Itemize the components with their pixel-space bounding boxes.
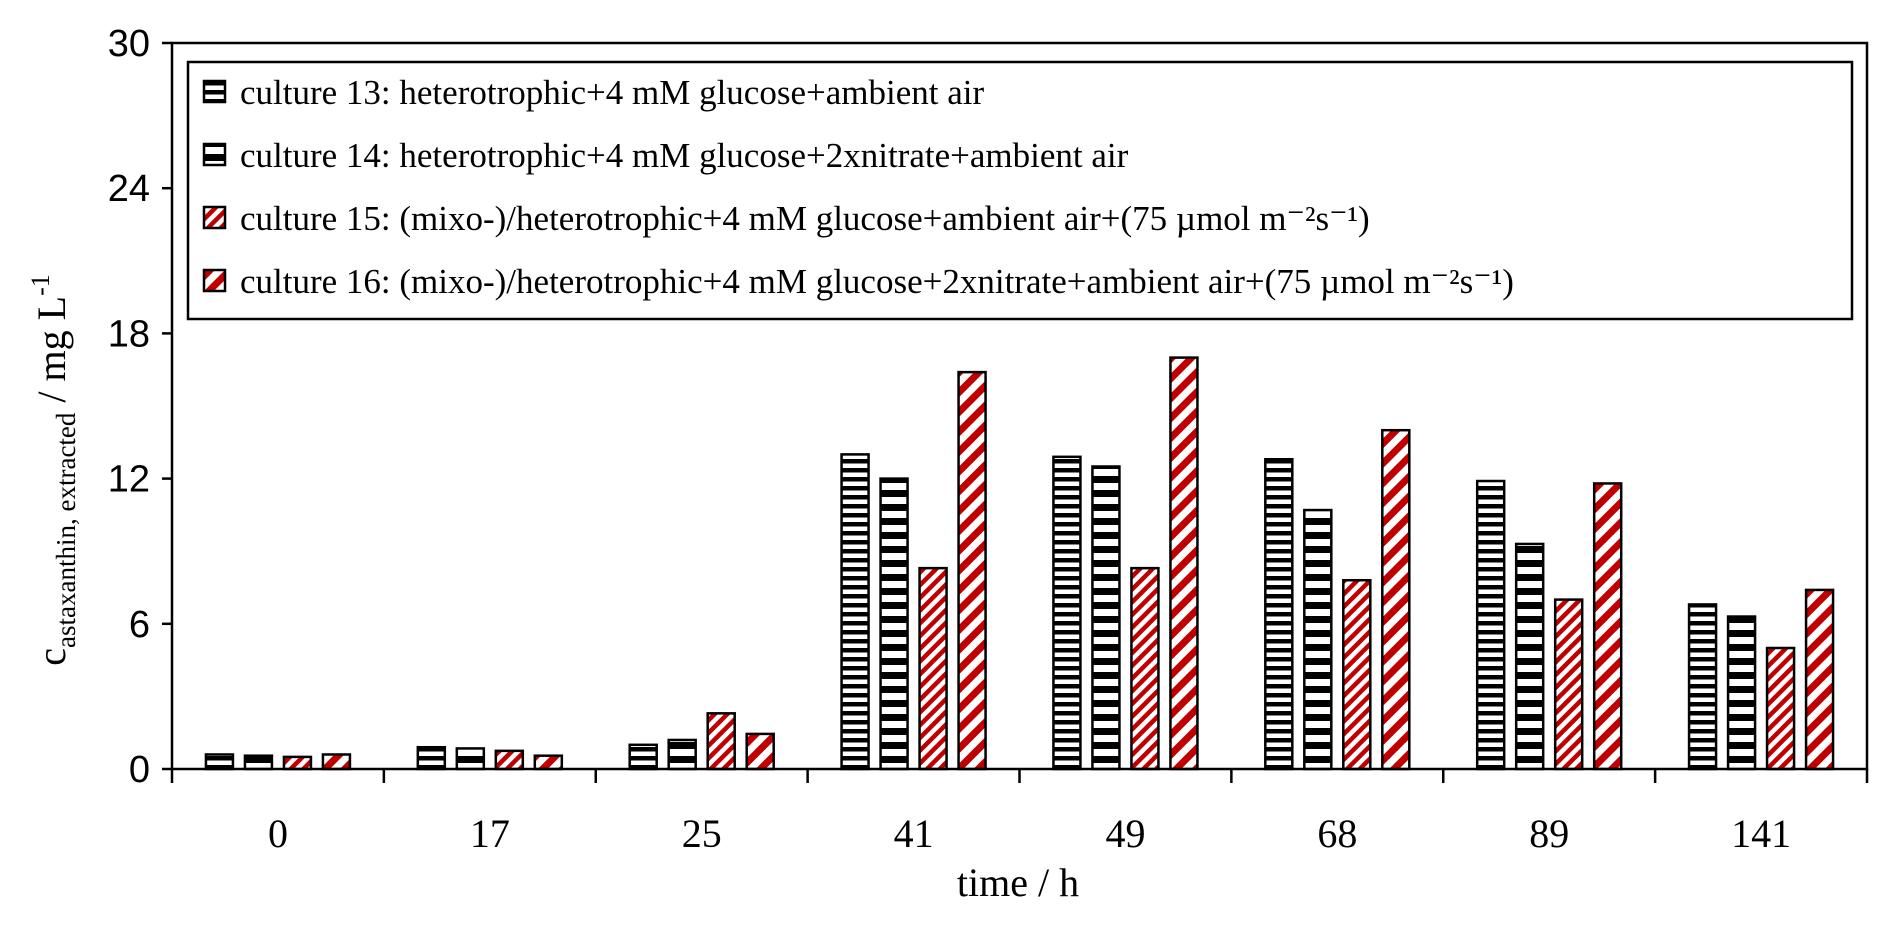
legend-box: [186, 60, 1854, 321]
bar-thin-diagonal-stripes-68h: [1342, 578, 1372, 771]
bar-thin-horizontal-stripes-141h: [1687, 603, 1718, 771]
legend: culture 13: heterotrophic+4 mM glucose+a…: [186, 60, 1854, 321]
bar-wide-diagonal-stripes-68h: [1381, 428, 1411, 771]
plot-frame: [170, 41, 1869, 771]
bar-thin-horizontal-stripes-49h: [1052, 455, 1082, 771]
bar-wide-horizontal-stripes-49h: [1091, 465, 1121, 771]
y-axis-title-main: c: [29, 648, 74, 666]
y-tick-label: 24: [108, 168, 150, 210]
y-axis-title: castaxanthin, extracted / mg L-1: [26, 274, 81, 666]
legend-swatch-thin-horizontal-stripes: [202, 79, 227, 104]
legend-item: culture 16: (mixo-)/heterotrophic+4 mM g…: [202, 262, 1514, 301]
bar-thin-horizontal-stripes-0h: [204, 753, 235, 771]
legend-item: culture 15: (mixo-)/heterotrophic+4 mM g…: [202, 199, 1370, 238]
y-axis-title-unit-superscript: -1: [26, 274, 55, 296]
bar-wide-diagonal-stripes-25h: [745, 732, 775, 771]
bar-thin-horizontal-stripes-17h: [416, 745, 447, 771]
y-axis: 0 6 12 18 24 30: [108, 23, 172, 791]
bar-thin-horizontal-stripes-25h: [628, 743, 658, 771]
legend-label: culture 16: (mixo-)/heterotrophic+4 mM g…: [240, 262, 1514, 301]
bar-thin-horizontal-stripes-89h: [1475, 479, 1506, 771]
x-tick-label: 68: [1317, 811, 1357, 856]
bar-thin-horizontal-stripes-68h: [1264, 457, 1294, 771]
bar-wide-horizontal-stripes-0h: [243, 754, 274, 771]
bar-thin-diagonal-stripes-89h: [1553, 598, 1584, 771]
x-tick-label: 17: [470, 811, 510, 856]
bar-wide-horizontal-stripes-17h: [455, 747, 486, 771]
y-tick-label: 30: [108, 23, 150, 65]
bar-wide-diagonal-stripes-17h: [533, 754, 564, 771]
bar-thin-diagonal-stripes-25h: [706, 712, 736, 771]
y-tick-label: 6: [129, 604, 150, 646]
bar-thin-diagonal-stripes-0h: [282, 755, 313, 771]
bar-wide-horizontal-stripes-41h: [879, 477, 909, 771]
bar-wide-horizontal-stripes-141h: [1726, 615, 1757, 771]
bar-thin-horizontal-stripes-41h: [840, 453, 870, 771]
legend-label: culture 14: heterotrophic+4 mM glucose+2…: [240, 136, 1129, 175]
y-tick-label: 12: [108, 459, 150, 501]
y-tick-label: 18: [108, 313, 150, 355]
legend-swatch-wide-horizontal-stripes: [202, 142, 227, 167]
bar-thin-diagonal-stripes-41h: [918, 566, 948, 771]
x-tick-label: 89: [1529, 811, 1569, 856]
legend-swatch-thin-diagonal-stripes: [202, 205, 227, 230]
bar-wide-diagonal-stripes-0h: [321, 753, 352, 771]
bar-thin-diagonal-stripes-17h: [494, 749, 525, 771]
legend-item: culture 14: heterotrophic+4 mM glucose+2…: [202, 136, 1129, 175]
bar-wide-horizontal-stripes-68h: [1303, 508, 1333, 771]
bar-wide-horizontal-stripes-25h: [667, 738, 697, 771]
x-tick-label: 49: [1105, 811, 1145, 856]
x-tick-label: 141: [1731, 811, 1791, 856]
y-axis-title-subscript: astaxanthin, extracted: [51, 412, 81, 648]
x-axis-title: time / h: [957, 860, 1079, 905]
legend-swatch-wide-diagonal-stripes: [202, 268, 227, 293]
bar-thin-diagonal-stripes-141h: [1765, 646, 1796, 771]
x-tick-label: 0: [268, 811, 288, 856]
y-tick-label: 0: [129, 749, 150, 791]
x-tick-label: 41: [894, 811, 934, 856]
bar-wide-diagonal-stripes-41h: [957, 370, 987, 771]
bar-thin-diagonal-stripes-49h: [1130, 566, 1160, 771]
legend-label: culture 13: heterotrophic+4 mM glucose+a…: [240, 73, 984, 112]
y-axis-title-unit: / mg L: [29, 296, 74, 413]
bar-wide-diagonal-stripes-89h: [1592, 482, 1623, 771]
x-axis: 0 17 25 41 49 68 89 141: [170, 769, 1869, 856]
legend-item: culture 13: heterotrophic+4 mM glucose+a…: [202, 73, 984, 112]
bar-wide-diagonal-stripes-141h: [1804, 588, 1835, 771]
bar-wide-horizontal-stripes-89h: [1514, 542, 1545, 771]
bar-wide-diagonal-stripes-49h: [1169, 356, 1199, 771]
x-tick-label: 25: [682, 811, 722, 856]
legend-label: culture 15: (mixo-)/heterotrophic+4 mM g…: [240, 199, 1370, 238]
bars: [204, 356, 1835, 771]
